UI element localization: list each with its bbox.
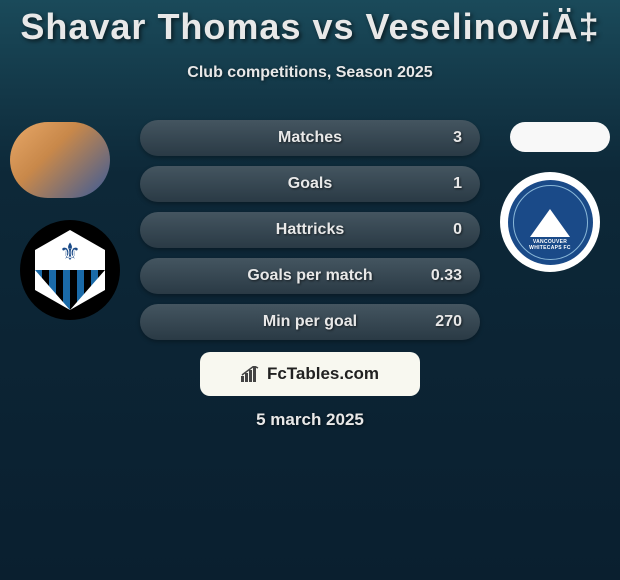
fleur-de-lis-icon: ⚜ bbox=[59, 238, 81, 267]
bar-chart-icon bbox=[241, 366, 261, 382]
stat-label: Min per goal bbox=[263, 313, 357, 331]
brand-badge[interactable]: FcTables.com bbox=[200, 352, 420, 396]
shield-stripes-icon bbox=[35, 270, 105, 310]
stat-row-matches: Matches 3 bbox=[140, 120, 480, 156]
stat-row-hattricks: Hattricks 0 bbox=[140, 212, 480, 248]
subtitle: Club competitions, Season 2025 bbox=[0, 64, 620, 82]
stat-label: Matches bbox=[278, 129, 342, 147]
stat-value: 1 bbox=[453, 175, 462, 193]
stat-value: 0.33 bbox=[431, 267, 462, 285]
club-right-text: VANCOUVERWHITECAPS FC bbox=[508, 239, 593, 251]
comparison-card: Shavar Thomas vs VeselinoviÄ‡ Club compe… bbox=[0, 0, 620, 580]
player-left-avatar bbox=[10, 122, 110, 198]
stat-label: Hattricks bbox=[276, 221, 344, 239]
stat-row-goals-per-match: Goals per match 0.33 bbox=[140, 258, 480, 294]
stat-row-min-per-goal: Min per goal 270 bbox=[140, 304, 480, 340]
date-label: 5 march 2025 bbox=[0, 410, 620, 430]
stat-value: 270 bbox=[435, 313, 462, 331]
stat-row-goals: Goals 1 bbox=[140, 166, 480, 202]
stat-label: Goals per match bbox=[247, 267, 372, 285]
stats-container: Matches 3 Goals 1 Hattricks 0 Goals per … bbox=[140, 120, 480, 350]
whitecaps-badge-icon: VANCOUVERWHITECAPS FC bbox=[508, 180, 593, 265]
brand-text: FcTables.com bbox=[267, 364, 379, 384]
impact-montreal-shield-icon: ⚜ bbox=[35, 230, 105, 310]
club-left-badge: ⚜ bbox=[20, 220, 120, 320]
page-title: Shavar Thomas vs VeselinoviÄ‡ bbox=[0, 0, 620, 48]
stat-value: 0 bbox=[453, 221, 462, 239]
club-right-badge: VANCOUVERWHITECAPS FC bbox=[500, 172, 600, 272]
stat-value: 3 bbox=[453, 129, 462, 147]
player-right-avatar bbox=[510, 122, 610, 152]
stat-label: Goals bbox=[288, 175, 332, 193]
